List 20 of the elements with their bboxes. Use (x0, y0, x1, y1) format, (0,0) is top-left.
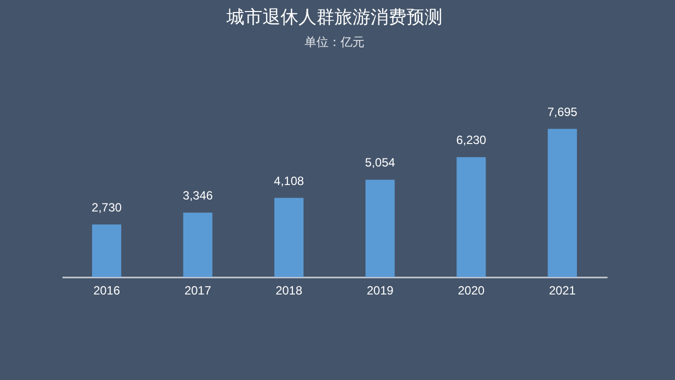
data-label: 7,695 (547, 104, 578, 119)
data-label: 6,230 (456, 133, 487, 148)
bar (92, 224, 122, 277)
x-tick-label: 2016 (93, 284, 120, 298)
bar (365, 180, 395, 277)
data-label: 5,054 (365, 156, 396, 170)
bar (456, 157, 486, 277)
chart-title: 城市退休人群旅游消费预测 (226, 6, 442, 27)
x-tick-label: 2021 (548, 284, 576, 298)
bar (183, 212, 212, 277)
data-label: 3,346 (182, 188, 214, 203)
bar (548, 128, 577, 277)
x-tick-label: 2020 (458, 284, 485, 298)
x-tick-label: 2017 (184, 284, 212, 298)
x-tick-label: 2018 (276, 284, 303, 298)
data-label: 2,730 (92, 200, 122, 214)
chart-subtitle: 单位：亿元 (304, 34, 364, 49)
x-tick-label: 2019 (366, 284, 394, 298)
data-label: 4,108 (274, 174, 304, 188)
bar (274, 198, 304, 277)
